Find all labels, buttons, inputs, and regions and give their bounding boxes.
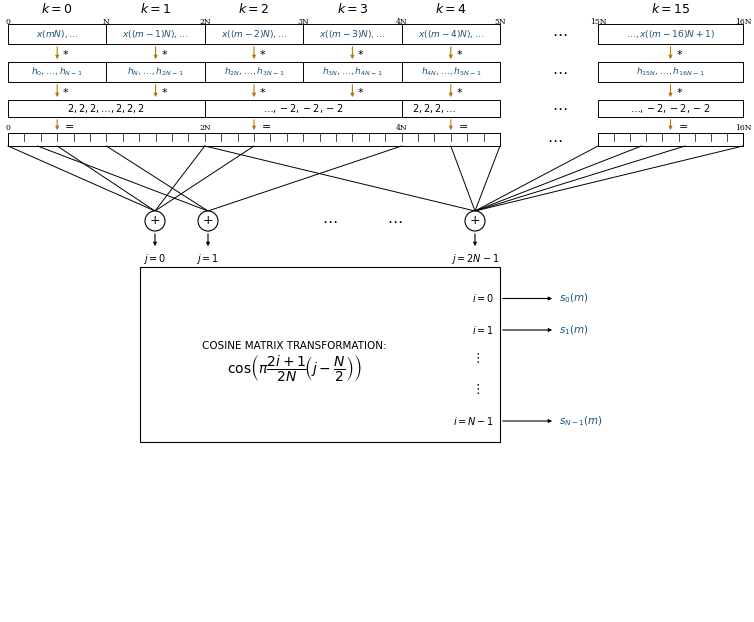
Text: $*$: $*$: [161, 48, 168, 58]
Text: $\ldots, -2, -2, -2$: $\ldots, -2, -2, -2$: [630, 102, 710, 115]
Text: $=$: $=$: [676, 120, 688, 130]
Text: COSINE MATRIX TRANSFORMATION:: COSINE MATRIX TRANSFORMATION:: [203, 341, 387, 351]
Text: $h_{4N},\ldots,h_{5N-1}$: $h_{4N},\ldots,h_{5N-1}$: [421, 66, 481, 78]
Text: $h_{3N},\ldots,h_{4N-1}$: $h_{3N},\ldots,h_{4N-1}$: [322, 66, 383, 78]
Text: 2N: 2N: [199, 124, 210, 132]
Text: $s_1(m)$: $s_1(m)$: [559, 323, 589, 337]
Text: $\cdots$: $\cdots$: [322, 214, 338, 228]
Circle shape: [465, 211, 485, 231]
Text: $j = 2N-1$: $j = 2N-1$: [451, 252, 499, 266]
Text: $2, 2, 2,\ldots$: $2, 2, 2,\ldots$: [412, 102, 456, 115]
Bar: [598, 100, 743, 117]
Text: 3N: 3N: [297, 18, 309, 26]
Text: $\vdots$: $\vdots$: [470, 383, 480, 396]
Text: $\cdots$: $\cdots$: [552, 65, 568, 79]
Bar: [8, 100, 500, 117]
Text: $*$: $*$: [259, 86, 266, 96]
Circle shape: [145, 211, 165, 231]
Bar: [8, 62, 500, 82]
Text: $x((m-3)N),\ldots$: $x((m-3)N),\ldots$: [319, 28, 385, 40]
Text: $j = 0$: $j = 0$: [143, 252, 167, 266]
Text: $=$: $=$: [456, 120, 468, 130]
Text: $x(mN),\ldots$: $x(mN),\ldots$: [36, 28, 78, 40]
Text: $k = 1$: $k = 1$: [140, 2, 171, 16]
Text: $h_{15N},\ldots,h_{16N-1}$: $h_{15N},\ldots,h_{16N-1}$: [636, 66, 705, 78]
Bar: [8, 24, 500, 44]
Bar: [598, 62, 743, 82]
Text: $h_{2N},\ldots,h_{3N-1}$: $h_{2N},\ldots,h_{3N-1}$: [224, 66, 284, 78]
Text: $x((m-2)N),\ldots$: $x((m-2)N),\ldots$: [221, 28, 287, 40]
Text: $k = 0$: $k = 0$: [41, 2, 73, 16]
Bar: [8, 133, 500, 146]
Text: $k = 3$: $k = 3$: [336, 2, 368, 16]
Text: $2, 2, 2,\ldots, 2, 2, 2$: $2, 2, 2,\ldots, 2, 2, 2$: [67, 102, 146, 115]
Text: $\cdots$: $\cdots$: [552, 27, 568, 41]
Text: N: N: [103, 18, 110, 26]
Text: 16N: 16N: [734, 124, 751, 132]
Text: $k = 15$: $k = 15$: [651, 2, 690, 16]
Text: 5N: 5N: [494, 18, 506, 26]
Text: 0: 0: [5, 18, 11, 26]
Text: $\ldots, x((m-16)N+1)$: $\ldots, x((m-16)N+1)$: [626, 28, 715, 40]
Text: $=$: $=$: [259, 120, 271, 130]
Text: $*$: $*$: [456, 86, 463, 96]
Text: $\cos\!\left(\pi\dfrac{2i+1}{2N}\!\left(j - \dfrac{N}{2}\right)\right)$: $\cos\!\left(\pi\dfrac{2i+1}{2N}\!\left(…: [228, 353, 362, 383]
Text: $=$: $=$: [62, 120, 75, 130]
Text: $i = 1$: $i = 1$: [472, 324, 494, 336]
Text: $\cdots$: $\cdots$: [552, 101, 568, 116]
Text: $\cdots$: $\cdots$: [388, 214, 403, 228]
Text: $*$: $*$: [62, 48, 69, 58]
Text: $h_N,\ldots,h_{2N-1}$: $h_N,\ldots,h_{2N-1}$: [127, 66, 184, 78]
Text: $h_0,\ldots,h_{N-1}$: $h_0,\ldots,h_{N-1}$: [31, 66, 83, 78]
Text: $i = N-1$: $i = N-1$: [453, 415, 494, 427]
Text: $+$: $+$: [149, 215, 161, 228]
Text: $k = 4$: $k = 4$: [435, 2, 467, 16]
Text: $\vdots$: $\vdots$: [470, 351, 480, 365]
Text: 15N: 15N: [590, 18, 606, 26]
Text: $*$: $*$: [676, 48, 683, 58]
Bar: [140, 267, 500, 442]
Text: $+$: $+$: [202, 215, 213, 228]
Text: $s_{N-1}(m)$: $s_{N-1}(m)$: [559, 414, 603, 428]
Text: $i = 0$: $i = 0$: [472, 292, 494, 305]
Text: 16N: 16N: [734, 18, 751, 26]
Text: 4N: 4N: [396, 124, 407, 132]
Text: 4N: 4N: [396, 18, 407, 26]
Bar: [598, 24, 743, 44]
Text: $\ldots, -2, -2, -2$: $\ldots, -2, -2, -2$: [263, 102, 343, 115]
Text: $*$: $*$: [357, 86, 365, 96]
Text: $x((m-1)N),\ldots$: $x((m-1)N),\ldots$: [122, 28, 188, 40]
Text: $+$: $+$: [470, 215, 480, 228]
Text: $*$: $*$: [259, 48, 266, 58]
Text: $*$: $*$: [676, 86, 683, 96]
Text: $s_0(m)$: $s_0(m)$: [559, 292, 589, 305]
Text: 2N: 2N: [199, 18, 210, 26]
Text: $j = 1$: $j = 1$: [197, 252, 219, 266]
Text: $*$: $*$: [62, 86, 69, 96]
Text: $k = 2$: $k = 2$: [238, 2, 270, 16]
Text: $*$: $*$: [161, 86, 168, 96]
Text: 0: 0: [5, 124, 11, 132]
Text: $*$: $*$: [456, 48, 463, 58]
Text: $\cdots$: $\cdots$: [547, 132, 562, 147]
Text: $*$: $*$: [357, 48, 365, 58]
Text: $x((m-4)N),\ldots$: $x((m-4)N),\ldots$: [418, 28, 484, 40]
Circle shape: [198, 211, 218, 231]
Bar: [598, 133, 743, 146]
